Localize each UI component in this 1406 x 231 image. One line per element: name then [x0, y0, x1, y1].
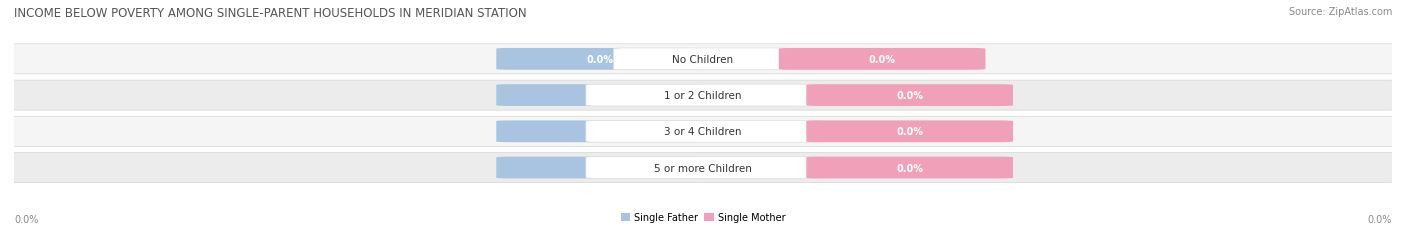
FancyBboxPatch shape [807, 121, 1012, 143]
Text: No Children: No Children [672, 55, 734, 65]
FancyBboxPatch shape [586, 121, 820, 143]
FancyBboxPatch shape [779, 49, 986, 70]
Text: 0.0%: 0.0% [1368, 214, 1392, 224]
Text: 0.0%: 0.0% [586, 163, 613, 173]
FancyBboxPatch shape [496, 121, 703, 143]
Text: 0.0%: 0.0% [586, 55, 613, 65]
FancyBboxPatch shape [0, 45, 1406, 75]
Text: 0.0%: 0.0% [896, 163, 924, 173]
FancyBboxPatch shape [496, 85, 703, 106]
FancyBboxPatch shape [586, 157, 820, 179]
Text: 0.0%: 0.0% [896, 91, 924, 101]
FancyBboxPatch shape [807, 85, 1012, 106]
FancyBboxPatch shape [0, 153, 1406, 183]
FancyBboxPatch shape [0, 117, 1406, 147]
Legend: Single Father, Single Mother: Single Father, Single Mother [617, 208, 789, 226]
Text: 0.0%: 0.0% [586, 91, 613, 101]
FancyBboxPatch shape [496, 157, 703, 179]
Text: 0.0%: 0.0% [869, 55, 896, 65]
Text: 0.0%: 0.0% [896, 127, 924, 137]
FancyBboxPatch shape [0, 81, 1406, 111]
Text: 1 or 2 Children: 1 or 2 Children [664, 91, 742, 101]
Text: INCOME BELOW POVERTY AMONG SINGLE-PARENT HOUSEHOLDS IN MERIDIAN STATION: INCOME BELOW POVERTY AMONG SINGLE-PARENT… [14, 7, 527, 20]
FancyBboxPatch shape [807, 157, 1012, 179]
FancyBboxPatch shape [496, 49, 703, 70]
Text: 5 or more Children: 5 or more Children [654, 163, 752, 173]
FancyBboxPatch shape [613, 49, 793, 70]
Text: 0.0%: 0.0% [14, 214, 38, 224]
Text: 0.0%: 0.0% [586, 127, 613, 137]
Text: 3 or 4 Children: 3 or 4 Children [664, 127, 742, 137]
Text: Source: ZipAtlas.com: Source: ZipAtlas.com [1288, 7, 1392, 17]
FancyBboxPatch shape [586, 85, 820, 106]
